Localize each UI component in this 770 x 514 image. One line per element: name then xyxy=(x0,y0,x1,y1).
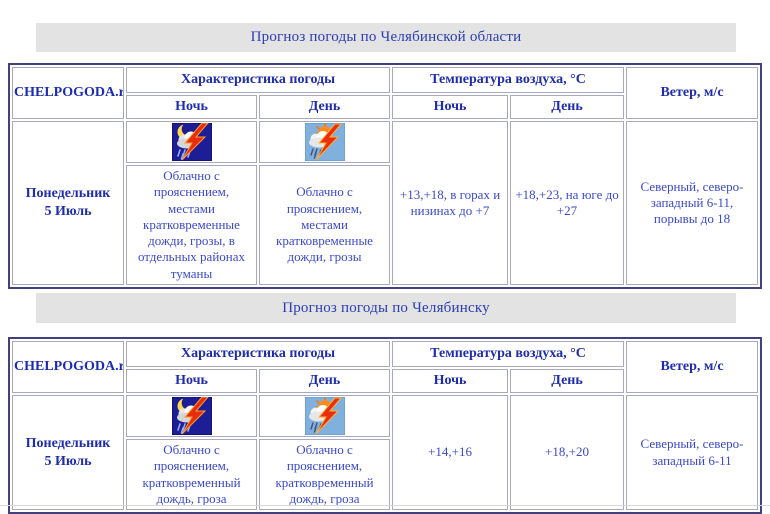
temp-night-value: +14,+16 xyxy=(392,395,509,510)
temp-day-value: +18,+23, на юге до +27 xyxy=(510,121,625,285)
column-header-temperature: Температура воздуха, °С xyxy=(392,67,625,93)
column-header-temperature: Температура воздуха, °С xyxy=(392,341,625,367)
subheader-weather-night: Ночь xyxy=(126,369,257,393)
temp-night-value: +13,+18, в горах и низинах до +7 xyxy=(392,121,509,285)
forecast-date-cell: Понедельник 5 Июль xyxy=(12,395,124,510)
site-brand: CHELPOGODA.ru xyxy=(12,341,124,393)
night-thunderstorm-icon xyxy=(171,123,212,161)
wind-value: Северный, северо-западный 6-11 xyxy=(626,395,759,510)
night-weather-description: Облачно с прояснением, местами кратковре… xyxy=(126,165,257,285)
day-thunderstorm-icon xyxy=(304,123,345,161)
wind-value: Северный, северо-западный 6-11, порывы д… xyxy=(626,121,759,285)
column-header-wind: Ветер, м/с xyxy=(626,67,759,119)
subheader-temp-night: Ночь xyxy=(392,95,509,119)
day-weather-icon-cell xyxy=(259,395,391,437)
city-forecast-table: CHELPOGODA.ru Характеристика погоды Темп… xyxy=(8,337,763,514)
subheader-weather-night: Ночь xyxy=(126,95,257,119)
region-forecast-table: CHELPOGODA.ru Характеристика погоды Темп… xyxy=(8,63,763,289)
forecast-date: 5 Июль xyxy=(44,453,92,469)
bottom-separator-line xyxy=(0,505,770,506)
subheader-temp-day: День xyxy=(510,95,625,119)
column-header-weather: Характеристика погоды xyxy=(126,67,391,93)
night-weather-description: Облачно с прояснением, кратковременный д… xyxy=(126,439,257,510)
region-forecast-title: Прогноз погоды по Челябинской области xyxy=(36,23,736,52)
day-weather-icon-cell xyxy=(259,121,391,163)
column-header-wind: Ветер, м/с xyxy=(626,341,759,393)
forecast-date-cell: Понедельник 5 Июль xyxy=(12,121,124,285)
night-weather-icon-cell xyxy=(126,121,257,163)
forecast-day-name: Понедельник xyxy=(25,186,111,202)
day-weather-description: Облачно с прояснением, местами кратковре… xyxy=(259,165,391,285)
region-forecast-title-text: Прогноз погоды по Челябинской области xyxy=(250,29,522,45)
city-forecast-title: Прогноз погоды по Челябинску xyxy=(36,293,736,323)
subheader-temp-night: Ночь xyxy=(392,369,509,393)
night-weather-icon-cell xyxy=(126,395,257,437)
night-thunderstorm-icon xyxy=(171,397,212,435)
city-forecast-title-text: Прогноз погоды по Челябинску xyxy=(282,299,490,316)
site-brand: CHELPOGODA.ru xyxy=(12,67,124,119)
day-thunderstorm-icon xyxy=(304,397,345,435)
forecast-day-name: Понедельник xyxy=(25,436,111,451)
forecast-date: 5 Июль xyxy=(44,203,92,219)
temp-day-value: +18,+20 xyxy=(510,395,625,510)
subheader-weather-day: День xyxy=(259,369,391,393)
column-header-weather: Характеристика погоды xyxy=(126,341,391,367)
subheader-temp-day: День xyxy=(510,369,625,393)
subheader-weather-day: День xyxy=(259,95,391,119)
day-weather-description: Облачно с прояснением, кратковременный д… xyxy=(259,439,391,510)
